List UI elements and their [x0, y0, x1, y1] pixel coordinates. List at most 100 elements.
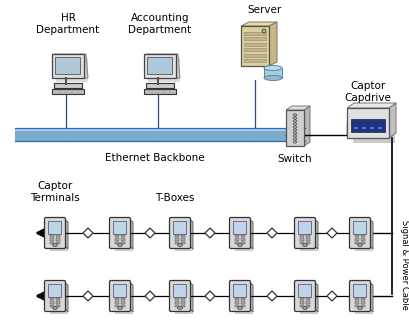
Bar: [180, 297, 184, 300]
FancyBboxPatch shape: [348, 217, 370, 249]
Bar: [121, 242, 125, 244]
Ellipse shape: [292, 117, 296, 119]
Polygon shape: [145, 228, 155, 238]
Bar: [175, 242, 179, 244]
Ellipse shape: [353, 126, 357, 130]
Text: Accounting
Department: Accounting Department: [128, 13, 191, 35]
Polygon shape: [129, 219, 133, 249]
Bar: [234, 242, 238, 244]
Polygon shape: [268, 22, 276, 66]
Polygon shape: [129, 282, 133, 312]
Polygon shape: [240, 22, 276, 26]
Ellipse shape: [117, 244, 122, 247]
FancyBboxPatch shape: [109, 281, 130, 311]
Bar: [360, 235, 364, 237]
Polygon shape: [50, 221, 68, 251]
Polygon shape: [299, 284, 317, 314]
FancyBboxPatch shape: [294, 217, 315, 249]
Polygon shape: [313, 282, 317, 312]
Polygon shape: [368, 282, 372, 312]
Bar: [299, 304, 303, 307]
Text: Captor
Capdrive: Captor Capdrive: [344, 81, 391, 103]
Ellipse shape: [357, 244, 362, 247]
FancyBboxPatch shape: [243, 59, 265, 62]
Bar: [115, 238, 119, 241]
Bar: [234, 304, 238, 307]
Bar: [240, 242, 245, 244]
Bar: [50, 297, 54, 300]
Polygon shape: [234, 221, 252, 251]
Ellipse shape: [292, 123, 296, 125]
Ellipse shape: [377, 126, 382, 130]
Bar: [354, 235, 358, 237]
Polygon shape: [145, 291, 155, 301]
FancyBboxPatch shape: [350, 119, 384, 132]
Bar: [240, 304, 245, 307]
Polygon shape: [354, 221, 372, 251]
Ellipse shape: [292, 114, 296, 116]
Polygon shape: [266, 291, 276, 301]
Bar: [299, 235, 303, 237]
FancyBboxPatch shape: [146, 83, 173, 88]
Bar: [305, 235, 309, 237]
Bar: [299, 301, 303, 303]
Bar: [175, 297, 179, 300]
Bar: [305, 297, 309, 300]
Polygon shape: [54, 54, 88, 78]
FancyBboxPatch shape: [243, 42, 265, 45]
Bar: [305, 242, 309, 244]
FancyBboxPatch shape: [54, 83, 82, 88]
Bar: [360, 297, 364, 300]
Ellipse shape: [302, 306, 307, 309]
Ellipse shape: [177, 306, 182, 309]
FancyBboxPatch shape: [45, 281, 65, 311]
Bar: [180, 304, 184, 307]
Polygon shape: [204, 228, 214, 238]
FancyBboxPatch shape: [243, 53, 265, 56]
FancyBboxPatch shape: [353, 220, 366, 234]
Bar: [180, 238, 184, 241]
Ellipse shape: [117, 306, 122, 309]
Bar: [175, 301, 179, 303]
FancyBboxPatch shape: [169, 217, 190, 249]
Bar: [50, 301, 54, 303]
Polygon shape: [346, 103, 395, 108]
FancyBboxPatch shape: [45, 217, 65, 249]
Text: Captor
Terminals: Captor Terminals: [30, 181, 80, 203]
FancyBboxPatch shape: [298, 220, 311, 234]
Bar: [175, 304, 179, 307]
Bar: [175, 235, 179, 237]
Text: Signal & Power Cable: Signal & Power Cable: [400, 219, 409, 309]
Polygon shape: [175, 221, 193, 251]
FancyBboxPatch shape: [243, 32, 265, 35]
FancyBboxPatch shape: [243, 48, 265, 51]
Polygon shape: [248, 219, 252, 249]
FancyBboxPatch shape: [113, 284, 126, 297]
Bar: [121, 235, 125, 237]
Ellipse shape: [263, 66, 281, 71]
Bar: [234, 235, 238, 237]
Bar: [50, 304, 54, 307]
Bar: [240, 235, 245, 237]
Polygon shape: [64, 219, 68, 249]
Ellipse shape: [292, 126, 296, 128]
Polygon shape: [352, 113, 394, 143]
FancyBboxPatch shape: [55, 57, 80, 74]
FancyBboxPatch shape: [353, 284, 366, 297]
Bar: [354, 301, 358, 303]
Bar: [354, 297, 358, 300]
Ellipse shape: [292, 135, 296, 137]
FancyBboxPatch shape: [285, 110, 303, 146]
Polygon shape: [189, 282, 193, 312]
Polygon shape: [354, 284, 372, 314]
FancyBboxPatch shape: [48, 220, 61, 234]
Bar: [360, 238, 364, 241]
Polygon shape: [148, 58, 180, 82]
Ellipse shape: [261, 29, 265, 33]
Polygon shape: [56, 58, 88, 82]
Polygon shape: [266, 228, 276, 238]
Bar: [305, 238, 309, 241]
Bar: [240, 297, 245, 300]
Bar: [121, 301, 125, 303]
Bar: [299, 242, 303, 244]
